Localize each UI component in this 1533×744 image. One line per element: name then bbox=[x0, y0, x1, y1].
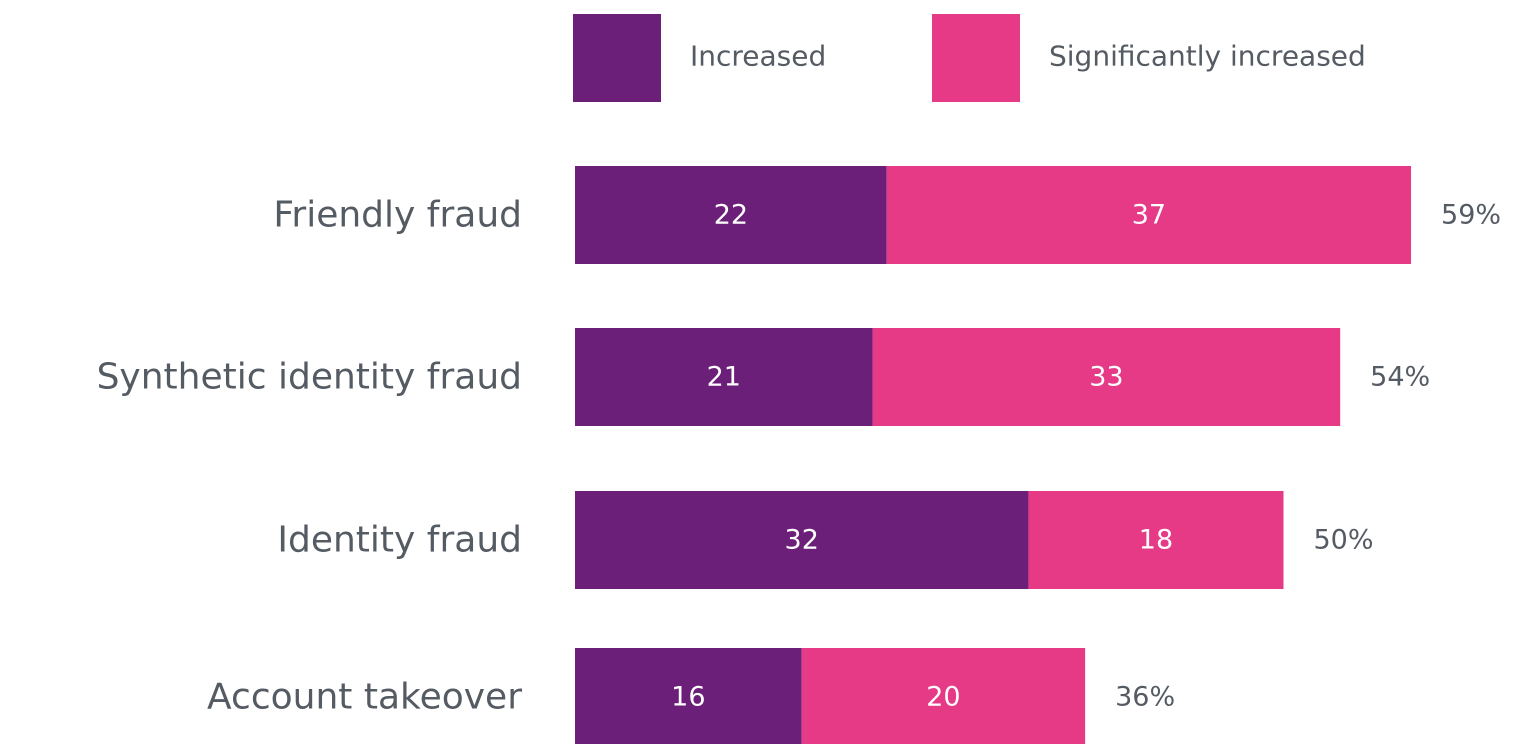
total-label: 54% bbox=[1370, 362, 1430, 393]
bar-segment bbox=[575, 648, 802, 744]
bar-segment bbox=[872, 328, 1341, 426]
value-label: 21 bbox=[707, 362, 741, 393]
legend-swatch bbox=[932, 14, 1020, 102]
value-label: 16 bbox=[671, 682, 705, 713]
value-label: 18 bbox=[1139, 525, 1173, 556]
category-label: Friendly fraud bbox=[273, 195, 522, 236]
category-label: Identity fraud bbox=[277, 520, 522, 561]
value-label: 37 bbox=[1132, 200, 1166, 231]
bar-segment bbox=[575, 166, 887, 264]
value-label: 33 bbox=[1089, 362, 1123, 393]
bar-segment bbox=[1028, 491, 1284, 589]
category-label: Account takeover bbox=[207, 677, 522, 718]
legend-swatch bbox=[573, 14, 661, 102]
bar-segment bbox=[575, 491, 1029, 589]
legend-label: Significantly increased bbox=[1049, 40, 1366, 73]
category-label: Synthetic identity fraud bbox=[97, 357, 522, 398]
bar-segment bbox=[575, 328, 873, 426]
total-label: 59% bbox=[1441, 200, 1501, 231]
value-label: 32 bbox=[785, 525, 819, 556]
bar-segment bbox=[801, 648, 1086, 744]
total-label: 50% bbox=[1314, 525, 1374, 556]
legend-label: Increased bbox=[690, 40, 826, 73]
total-label: 36% bbox=[1115, 682, 1175, 713]
value-label: 22 bbox=[714, 200, 748, 231]
value-label: 20 bbox=[926, 682, 960, 713]
bar-segment bbox=[886, 166, 1412, 264]
